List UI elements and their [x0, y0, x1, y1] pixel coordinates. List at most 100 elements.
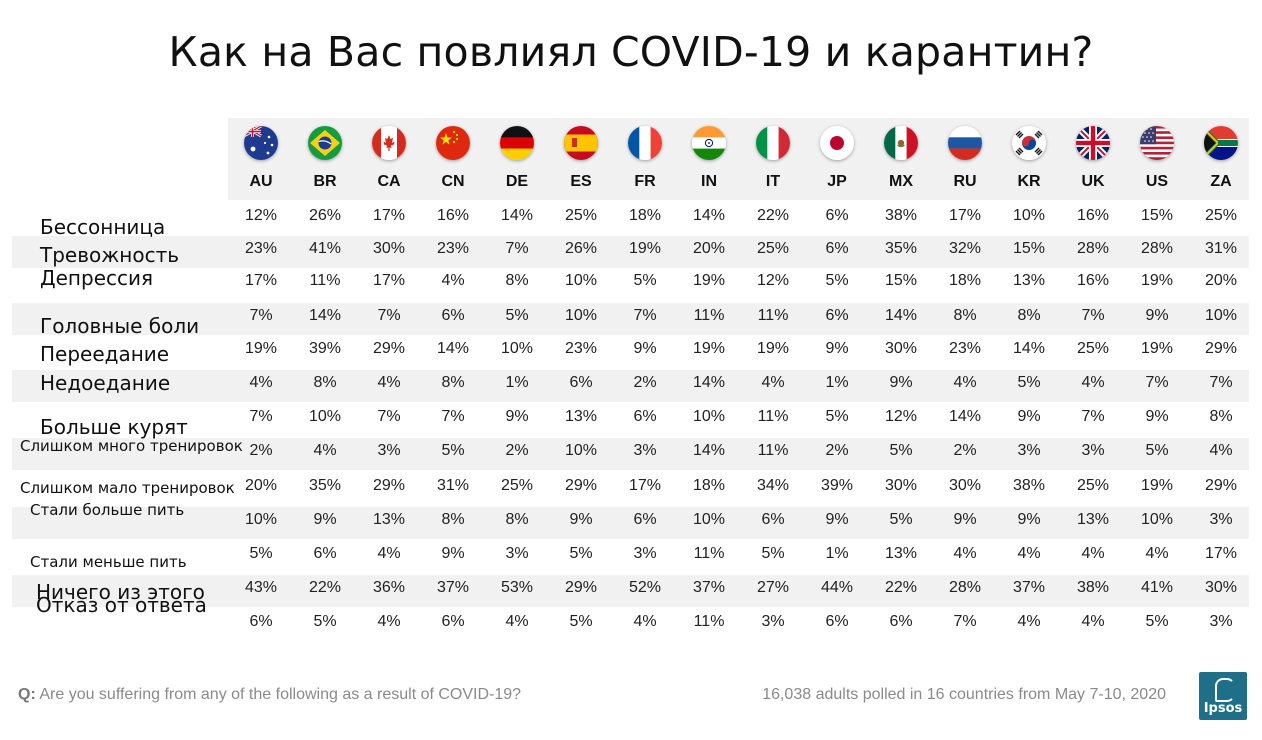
value-cell: 26%	[308, 207, 342, 224]
value-cell: 4%	[1081, 545, 1105, 562]
value-cell: 7%	[1209, 374, 1233, 391]
value-cell: 43%	[244, 579, 278, 596]
value-cell: 5%	[313, 613, 337, 630]
value-cell: 10%	[500, 340, 534, 357]
row-band	[12, 370, 1249, 402]
row-label: Тревожность	[40, 243, 180, 267]
ipsos-logo-mark	[1215, 678, 1235, 702]
value-cell: 17%	[1204, 545, 1238, 562]
footer-question: Q: Are you suffering from any of the fol…	[18, 686, 521, 704]
value-cell: 9%	[1017, 408, 1041, 425]
value-cell: 9%	[1017, 511, 1041, 528]
value-cell: 9%	[441, 545, 465, 562]
value-cell: 41%	[1140, 579, 1174, 596]
value-cell: 39%	[820, 477, 854, 494]
value-cell: 29%	[372, 340, 406, 357]
value-cell: 3%	[1209, 511, 1233, 528]
value-cell: 28%	[1140, 240, 1174, 257]
value-cell: 52%	[628, 579, 662, 596]
value-cell: 11%	[693, 307, 725, 324]
value-cell: 35%	[308, 477, 342, 494]
value-cell: 4%	[377, 374, 401, 391]
value-cell: 8%	[505, 511, 529, 528]
value-cell: 10%	[1204, 307, 1238, 324]
question-prefix: Q:	[18, 686, 36, 703]
value-cell: 3%	[1209, 613, 1233, 630]
value-cell: 23%	[244, 240, 278, 257]
australia-flag-icon	[244, 126, 278, 160]
country-code: FR	[634, 173, 656, 190]
value-cell: 4%	[1017, 613, 1041, 630]
value-cell: 10%	[692, 511, 726, 528]
value-cell: 3%	[633, 545, 657, 562]
value-cell: 4%	[313, 442, 337, 459]
value-cell: 19%	[244, 340, 278, 357]
value-cell: 25%	[1076, 477, 1110, 494]
us-flag-icon	[1140, 126, 1174, 160]
value-cell: 20%	[1204, 272, 1238, 289]
value-cell: 13%	[564, 408, 598, 425]
south-africa-flag-icon	[1204, 126, 1238, 160]
value-cell: 4%	[1081, 613, 1105, 630]
value-cell: 5%	[761, 545, 785, 562]
question-text: Are you suffering from any of the follow…	[39, 686, 522, 703]
value-cell: 38%	[1012, 477, 1046, 494]
russia-flag-icon	[948, 126, 982, 160]
value-cell: 37%	[1012, 579, 1046, 596]
value-cell: 16%	[1076, 272, 1110, 289]
value-cell: 22%	[308, 579, 342, 596]
value-cell: 7%	[441, 408, 465, 425]
value-cell: 41%	[308, 240, 342, 257]
value-cell: 2%	[953, 442, 977, 459]
value-cell: 25%	[1204, 207, 1238, 224]
value-cell: 6%	[825, 240, 849, 257]
row-band	[12, 438, 1249, 470]
country-code: BR	[313, 173, 337, 190]
row-label: Стали больше пить	[30, 501, 185, 519]
value-cell: 3%	[1081, 442, 1105, 459]
value-cell: 6%	[633, 511, 657, 528]
south-korea-flag-icon	[1012, 126, 1046, 160]
country-code: ZA	[1210, 173, 1232, 190]
value-cell: 6%	[825, 307, 849, 324]
japan-flag-icon	[820, 126, 854, 160]
row-label: Стали меньше пить	[30, 553, 187, 571]
value-cell: 9%	[633, 340, 657, 357]
value-cell: 29%	[564, 579, 598, 596]
value-cell: 30%	[372, 240, 406, 257]
value-cell: 15%	[1140, 207, 1174, 224]
value-cell: 7%	[377, 408, 401, 425]
value-cell: 34%	[756, 477, 790, 494]
value-cell: 17%	[244, 272, 278, 289]
value-cell: 17%	[948, 207, 982, 224]
value-cell: 7%	[1081, 408, 1105, 425]
france-flag-icon	[628, 126, 662, 160]
value-cell: 37%	[692, 579, 726, 596]
value-cell: 38%	[884, 207, 918, 224]
value-cell: 10%	[1012, 207, 1046, 224]
value-cell: 5%	[441, 442, 465, 459]
value-cell: 8%	[1209, 408, 1233, 425]
value-cell: 29%	[564, 477, 598, 494]
value-cell: 30%	[948, 477, 982, 494]
value-cell: 2%	[825, 442, 849, 459]
value-cell: 10%	[244, 511, 278, 528]
value-cell: 11%	[757, 307, 789, 324]
row-label: Больше курят	[40, 415, 188, 439]
value-cell: 7%	[249, 408, 273, 425]
value-cell: 8%	[441, 511, 465, 528]
row-label: Недоедание	[40, 371, 171, 395]
value-cell: 25%	[564, 207, 598, 224]
value-cell: 19%	[1140, 477, 1174, 494]
value-cell: 9%	[1145, 307, 1169, 324]
value-cell: 16%	[436, 207, 470, 224]
value-cell: 17%	[372, 272, 406, 289]
value-cell: 5%	[249, 545, 273, 562]
country-code: JP	[827, 173, 847, 190]
value-cell: 19%	[628, 240, 662, 257]
value-cell: 5%	[1017, 374, 1041, 391]
value-cell: 8%	[1017, 307, 1041, 324]
value-cell: 14%	[436, 340, 470, 357]
value-cell: 19%	[756, 340, 790, 357]
value-cell: 53%	[500, 579, 534, 596]
